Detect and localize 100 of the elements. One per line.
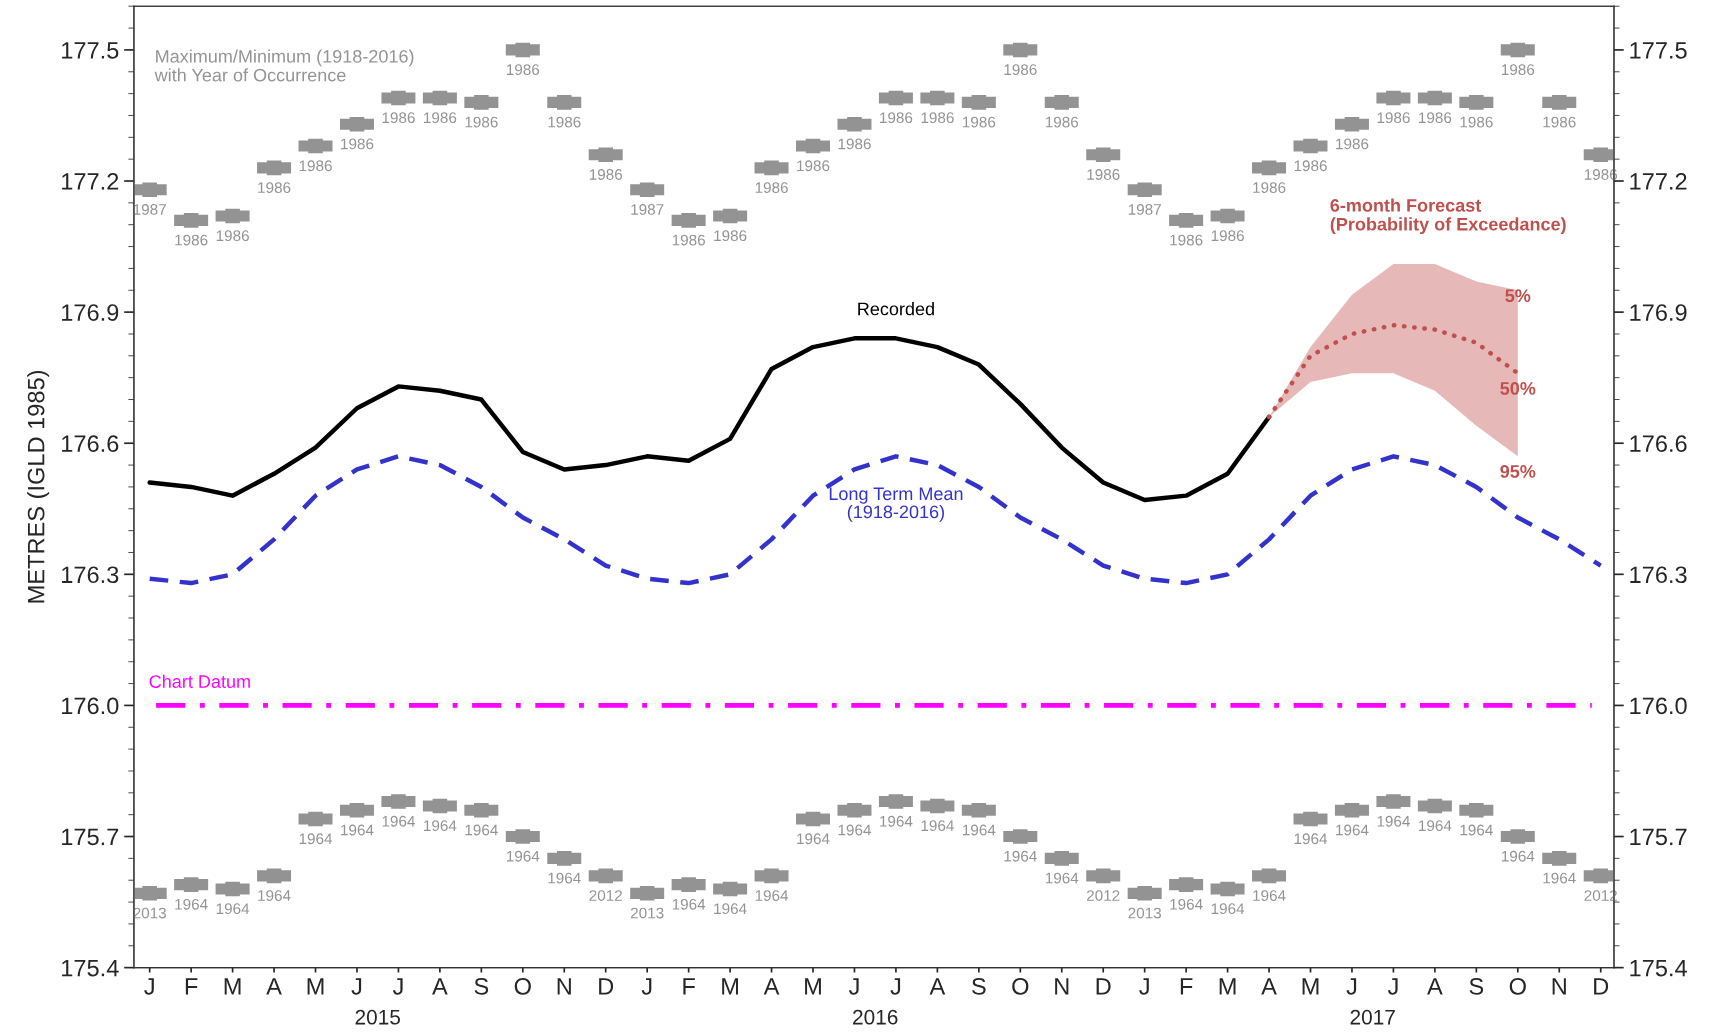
annotation: 95% [1500,465,1536,478]
point [930,90,945,106]
annotation: 1986 [1045,116,1079,128]
x-tick-label: F [683,978,695,995]
x-tick-label: N [1552,978,1566,995]
x-tick-label: J [1139,978,1149,995]
x-tick-label: J [392,978,403,995]
annotation: Maximum/Minimum (1918-2016) with Year of Occurrence [154,49,414,82]
point [266,160,282,176]
y2-tick-label: 177.5 [1630,42,1687,59]
annotation: 1964 [1419,820,1452,832]
point [515,42,531,58]
annotation: 1986 [1211,230,1244,242]
x-tick-label: J [144,978,154,995]
point [1510,42,1526,58]
y-tick-label: 176.9 [62,304,119,321]
point [1261,868,1277,884]
point [722,881,738,897]
point [1054,95,1070,110]
annotation: 1964 [1253,890,1286,901]
point [1220,881,1235,897]
point [1054,851,1070,866]
annotation: 1964 [382,815,415,827]
annotation: 1964 [1501,850,1535,862]
annotation: 1986 [548,116,581,128]
point [681,213,696,228]
x-tick-label: J [1387,978,1398,995]
point [474,803,489,818]
annotation: 1964 [175,898,208,910]
point [1303,138,1318,154]
annotation: 1986 [672,234,705,246]
annotation: 1964 [1377,815,1410,827]
point [847,116,862,132]
x-tick-label: A [266,978,282,995]
y2-tick-label: 176.6 [1630,435,1687,453]
x-tick-label: D [599,978,614,995]
point [1178,877,1194,892]
point [598,147,613,163]
point [349,803,365,818]
y2-tick-label: 177.2 [1630,173,1687,190]
annotation: 1986 [1501,64,1535,76]
x-tick-label: F [1180,978,1193,995]
x-tick-label: F [185,978,198,995]
text: 2016 [853,1009,898,1025]
x-tick-label: A [1261,978,1277,995]
annotation: 1964 [755,890,789,901]
annotation: 1964 [880,815,913,827]
x-tick-label: A [432,978,448,995]
point [183,213,199,228]
x-tick-label: A [929,978,946,995]
x-tick-label: S [474,977,489,995]
annotation: 1964 [1294,833,1328,845]
point [474,95,489,110]
annotation: 1986 [797,160,830,172]
point [1303,811,1318,827]
point [1013,42,1028,58]
annotation: 1986 [921,112,954,124]
point [556,95,572,110]
point [971,803,987,818]
annotation: 1964 [838,824,872,836]
annotation: 1964 [1045,872,1079,884]
annotation: 1986 [216,230,249,242]
ref-line-label: Chart Datum [149,674,250,688]
point [1220,208,1235,224]
annotation: 2013 [1128,907,1161,919]
point [847,803,862,818]
x-tick-label: S [1469,977,1484,995]
text: 2017 [1350,1009,1395,1025]
point [142,182,157,198]
x-tick-label: N [557,978,571,995]
annotation: 1964 [299,833,333,845]
annotation: 1964 [424,820,457,832]
annotation: 1964 [1543,872,1576,884]
point [722,208,738,224]
point [1427,90,1443,106]
point [1593,147,1608,163]
point [1095,868,1111,884]
annotation: 50% [1500,382,1536,395]
point [764,160,779,176]
annotation: 1964 [1336,824,1369,836]
annotation: 1986 [465,116,498,128]
y2-tick-label: 176.0 [1630,697,1687,715]
point [349,116,365,132]
point [639,182,655,198]
x-tick-label: D [1594,978,1609,995]
annotation: 1986 [341,138,374,150]
annotation: 1964 [1460,824,1493,836]
point [1178,213,1194,228]
annotation: 1986 [1336,138,1369,150]
x-tick-label: J [890,978,901,995]
y2-tick-label: 176.3 [1630,566,1687,584]
point [1551,851,1567,866]
annotation: 6-month Forecast (Probability of Exceedance) [1330,198,1566,235]
annotation: 1964 [714,903,747,915]
annotation: 1986 [258,182,291,194]
y2-tick-label: 175.7 [1630,828,1687,846]
x-tick-label: D [1096,978,1111,995]
annotation: 1986 [382,112,415,124]
annotation: 1986 [589,169,623,180]
point [1261,160,1277,176]
